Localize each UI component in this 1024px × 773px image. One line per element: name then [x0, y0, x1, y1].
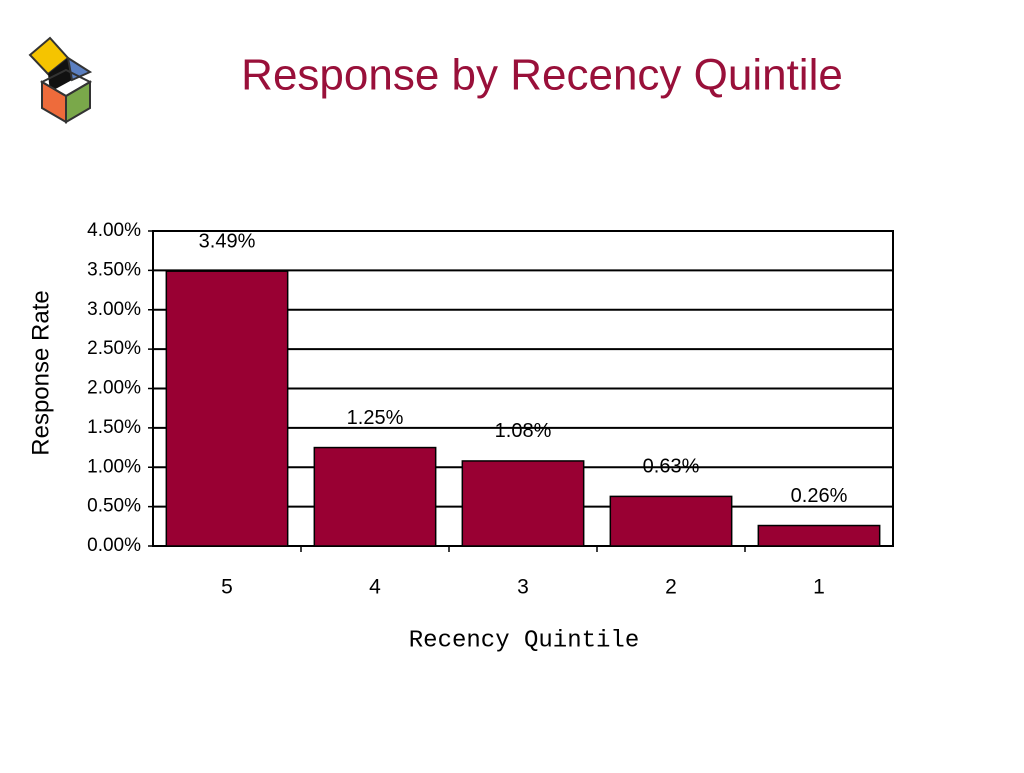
- y-tick-label: 1.50%: [87, 417, 141, 438]
- bar: [609, 495, 733, 547]
- value-label: 1.25%: [347, 407, 404, 429]
- x-tick-label: 2: [665, 576, 677, 599]
- y-tick-label: 0.50%: [87, 496, 141, 517]
- x-tick-label: 1: [813, 576, 825, 599]
- y-tick-label: 1.00%: [87, 456, 141, 477]
- bar: [461, 460, 585, 547]
- bar: [757, 524, 881, 547]
- bar: [313, 446, 437, 547]
- y-axis-label: Response Rate: [27, 290, 54, 455]
- value-label: 0.26%: [791, 485, 848, 507]
- y-tick-label: 2.00%: [87, 378, 141, 399]
- x-axis-label: Recency Quintile: [409, 627, 639, 654]
- y-tick-label: 3.00%: [87, 299, 141, 320]
- y-tick-label: 4.00%: [87, 220, 141, 241]
- logo: [28, 36, 93, 124]
- y-tick-label: 0.00%: [87, 535, 141, 556]
- value-label: 3.49%: [199, 230, 256, 252]
- y-tick-label: 3.50%: [87, 259, 141, 280]
- value-label: 0.63%: [643, 456, 700, 478]
- x-tick-label: 4: [369, 576, 381, 599]
- x-tick-label: 3: [517, 576, 529, 599]
- bar: [165, 270, 289, 547]
- chart-title: Response by Recency Quintile: [241, 51, 843, 100]
- y-tick-label: 2.50%: [87, 338, 141, 359]
- value-label: 1.08%: [495, 420, 552, 442]
- x-tick-label: 5: [221, 576, 233, 599]
